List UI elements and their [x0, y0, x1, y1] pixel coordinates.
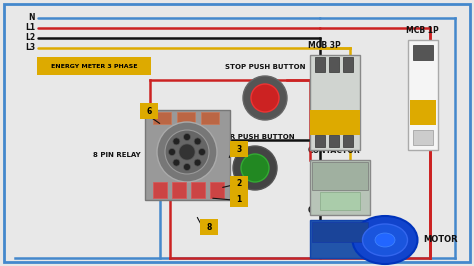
FancyBboxPatch shape: [200, 219, 218, 235]
Circle shape: [165, 130, 209, 174]
Bar: [413, 130, 433, 145]
Circle shape: [233, 146, 277, 190]
Text: MOTOR: MOTOR: [423, 235, 457, 244]
Bar: [329, 57, 339, 72]
Bar: [315, 135, 325, 147]
Bar: [201, 112, 219, 124]
Bar: [320, 192, 360, 210]
Circle shape: [199, 148, 206, 156]
Ellipse shape: [353, 216, 418, 264]
Circle shape: [157, 122, 217, 182]
Text: 1: 1: [237, 194, 242, 203]
Circle shape: [243, 76, 287, 120]
Bar: [410, 100, 436, 125]
Bar: [210, 182, 224, 198]
Ellipse shape: [375, 233, 395, 247]
Bar: [153, 112, 171, 124]
Circle shape: [173, 138, 180, 145]
Ellipse shape: [363, 224, 408, 256]
Text: 6: 6: [146, 106, 152, 115]
Bar: [408, 40, 438, 150]
Circle shape: [168, 148, 175, 156]
Bar: [343, 57, 353, 72]
Bar: [343, 135, 353, 147]
Bar: [310, 110, 360, 135]
FancyBboxPatch shape: [230, 141, 248, 157]
Bar: [153, 182, 167, 198]
Text: L2: L2: [25, 34, 35, 43]
Bar: [145, 110, 230, 200]
Text: L3: L3: [25, 44, 35, 52]
Bar: [172, 182, 186, 198]
Text: STAR PUSH BUTTON: STAR PUSH BUTTON: [215, 134, 295, 140]
Circle shape: [173, 159, 180, 166]
Bar: [310, 55, 360, 150]
Circle shape: [251, 84, 279, 112]
Text: STOP PUSH BUTTON: STOP PUSH BUTTON: [225, 64, 305, 70]
Bar: [191, 182, 205, 198]
Text: 3: 3: [237, 144, 242, 153]
FancyBboxPatch shape: [230, 176, 248, 192]
Text: L1: L1: [25, 23, 35, 32]
Circle shape: [183, 134, 191, 140]
Circle shape: [183, 164, 191, 171]
Bar: [310, 160, 370, 215]
Bar: [329, 135, 339, 147]
Circle shape: [194, 138, 201, 145]
Text: 8: 8: [206, 222, 212, 231]
Bar: [312, 222, 368, 242]
Text: OVERLOAD: OVERLOAD: [308, 206, 355, 215]
Text: 8 PIN RELAY: 8 PIN RELAY: [93, 152, 141, 158]
Text: 2: 2: [237, 180, 242, 189]
Text: MCB 1P: MCB 1P: [406, 26, 439, 35]
Text: CONTACTOR: CONTACTOR: [308, 146, 361, 155]
FancyBboxPatch shape: [230, 191, 248, 207]
Circle shape: [179, 144, 195, 160]
Bar: [413, 45, 433, 60]
Circle shape: [241, 154, 269, 182]
Circle shape: [194, 159, 201, 166]
Text: MCB 3P: MCB 3P: [308, 41, 341, 50]
Text: ENERGY METER 3 PHASE: ENERGY METER 3 PHASE: [51, 64, 137, 69]
FancyBboxPatch shape: [37, 57, 151, 75]
Bar: [310, 220, 370, 258]
Bar: [177, 112, 195, 124]
Text: N: N: [28, 14, 35, 23]
Bar: [312, 162, 368, 190]
Bar: [315, 57, 325, 72]
FancyBboxPatch shape: [140, 103, 158, 119]
